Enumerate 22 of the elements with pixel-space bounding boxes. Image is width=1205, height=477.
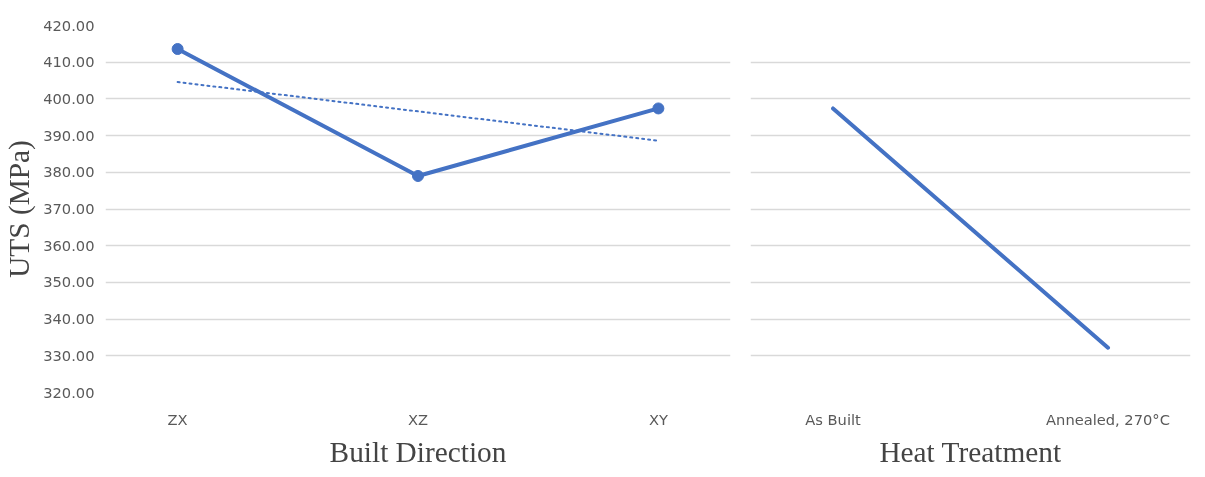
y-axis-title: UTS (MPa) (3, 140, 37, 278)
x-tick-label: XZ (407, 410, 429, 428)
y-tick-label: 340.00 (43, 310, 95, 328)
y-tick-label: 380.00 (43, 163, 95, 181)
y-tick-label: 410.00 (43, 53, 95, 71)
y-tick-label: 350.00 (43, 273, 95, 291)
x-tick-label: ZX (167, 410, 188, 428)
y-tick-label: 420.00 (43, 16, 95, 34)
y-tick-label: 370.00 (43, 200, 95, 217)
point (412, 169, 424, 182)
y-tick-label: 320.00 (43, 383, 95, 401)
y-tick-label: 390.00 (43, 126, 95, 144)
y-tick-label: 360.00 (43, 236, 95, 254)
y-tick-label: 330.00 (43, 346, 95, 364)
x-axis-title: Heat Treatment (879, 435, 1062, 468)
x-axis-title: Built Direction (329, 435, 507, 468)
point (652, 102, 665, 115)
y-tick-label: 400.00 (43, 89, 95, 107)
x-tick-label: XY (648, 410, 668, 428)
x-tick-label: Annealed, 270°C (1046, 410, 1170, 428)
x-tick-label: As Built (805, 410, 862, 428)
point (171, 43, 184, 55)
